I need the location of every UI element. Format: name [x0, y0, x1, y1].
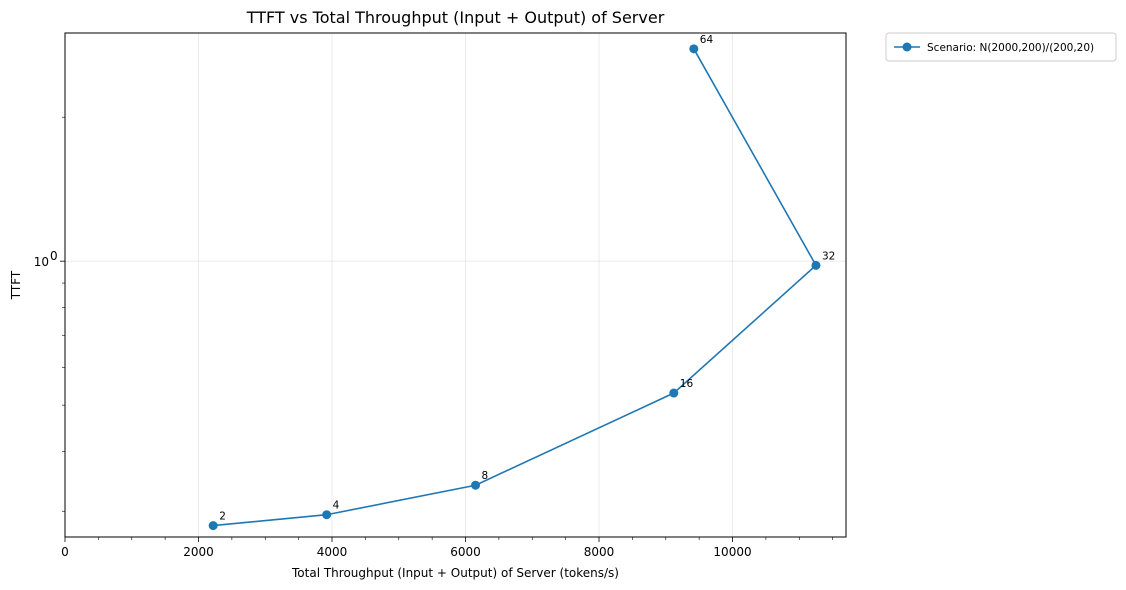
y-tick-label: 10 — [34, 255, 49, 269]
series-layer: 2 4 8 16 32 64 — [208, 34, 835, 531]
x-tick-label: 10000 — [713, 545, 751, 559]
data-point-label: 32 — [822, 250, 835, 262]
x-tick-label: 6000 — [450, 545, 481, 559]
data-point — [689, 44, 699, 54]
legend: Scenario: N(2000,200)/(200,20) — [885, 32, 1117, 62]
data-point — [669, 388, 679, 398]
data-point-label: 8 — [482, 470, 489, 482]
grid-lines — [64, 33, 846, 537]
y-tick-exponent: 0 — [50, 249, 58, 263]
x-tick-label: 4000 — [317, 545, 348, 559]
data-point — [322, 510, 332, 520]
x-tick-label: 0 — [61, 545, 69, 559]
legend-marker-swatch — [902, 42, 912, 52]
chart-title: TTFT vs Total Throughput (Input + Output… — [246, 8, 665, 27]
x-tick-label: 8000 — [584, 545, 615, 559]
data-point — [208, 521, 218, 531]
data-point — [811, 260, 821, 270]
plot-frame — [64, 32, 847, 538]
data-point-label: 2 — [219, 511, 226, 523]
x-axis-label: Total Throughput (Input + Output) of Ser… — [291, 566, 619, 580]
data-point-label: 64 — [700, 34, 714, 46]
x-tick-label: 2000 — [183, 545, 214, 559]
y-axis-label: TTFT — [9, 270, 23, 300]
series-line — [213, 48, 817, 527]
legend-label: Scenario: N(2000,200)/(200,20) — [927, 42, 1094, 54]
data-point-label: 4 — [333, 500, 340, 512]
data-point-label: 16 — [680, 378, 694, 390]
data-point — [471, 480, 481, 490]
legend-box — [885, 32, 1117, 62]
